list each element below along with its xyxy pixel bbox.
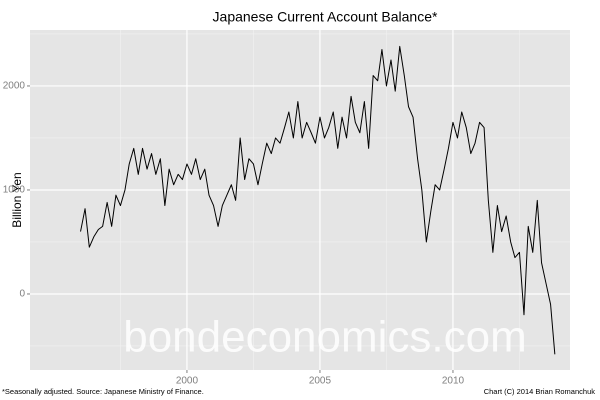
chart-title: Japanese Current Account Balance* bbox=[213, 9, 438, 25]
y-tick-label: 0 bbox=[19, 289, 25, 300]
y-tick-label: 1000 bbox=[3, 185, 26, 196]
footnote: *Seasonally adjusted. Source: Japanese M… bbox=[2, 387, 204, 396]
y-axis-label: Billion Yen bbox=[10, 172, 24, 227]
line-series bbox=[80, 45, 556, 355]
x-tick-label: 2005 bbox=[309, 376, 332, 387]
marks bbox=[80, 45, 556, 355]
credit: Chart (C) 2014 Brian Romanchuk bbox=[484, 387, 596, 396]
plot-panel bbox=[30, 30, 570, 370]
x-tick-label: 2000 bbox=[176, 376, 199, 387]
watermark: bondeconomics.com bbox=[123, 313, 527, 362]
grid bbox=[30, 30, 570, 370]
x-tick-label: 2010 bbox=[442, 376, 465, 387]
y-tick-label: 2000 bbox=[3, 81, 26, 92]
